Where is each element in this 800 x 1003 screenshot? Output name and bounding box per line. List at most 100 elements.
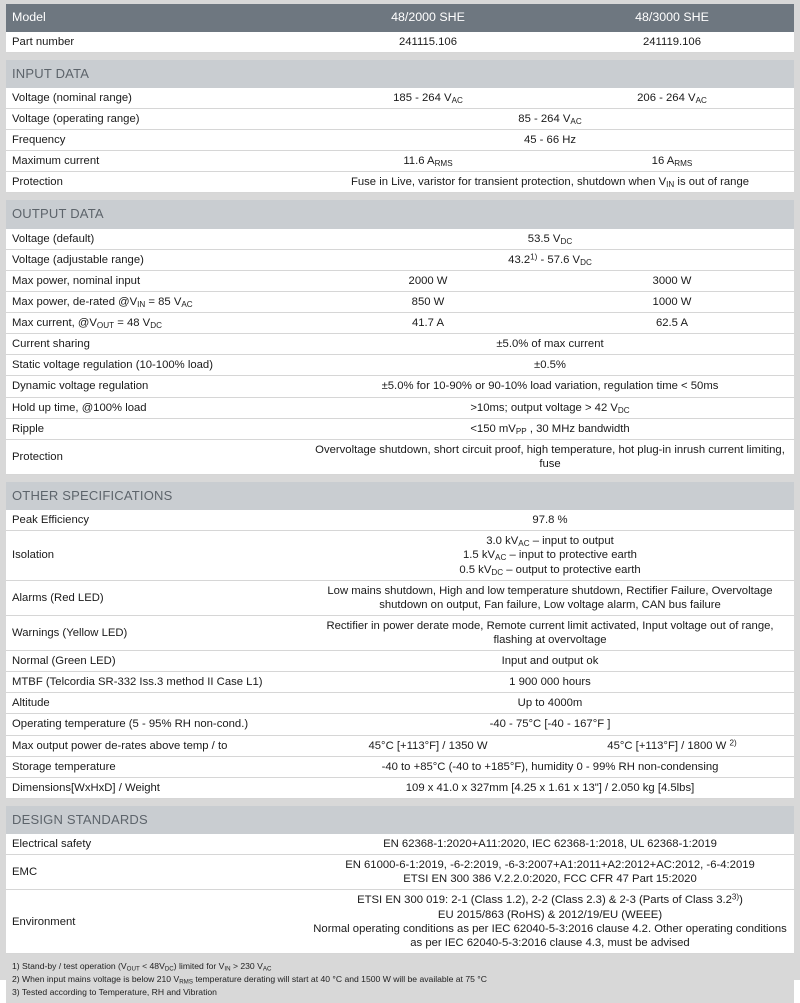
row-value-merged: ETSI EN 300 019: 2-1 (Class 1.2), 2-2 (C… <box>306 889 794 954</box>
row-value-merged: 45 - 66 Hz <box>306 129 794 152</box>
model-header-row: Model 48/2000 SHE 48/3000 SHE <box>6 4 794 32</box>
section-spacer-cell <box>6 52 794 61</box>
section-spacer-cell <box>6 192 794 201</box>
table-row: Peak Efficiency 97.8 % <box>6 509 794 532</box>
row-value-column-a: 11.6 ARMS <box>306 150 550 173</box>
table-row: Max output power de-rates above temp / t… <box>6 734 794 757</box>
row-value-column-b: 1000 W <box>550 290 794 314</box>
table-row: Protection Fuse in Live, varistor for tra… <box>6 171 794 194</box>
row-label: Max power, de-rated @VIN = 85 VAC <box>6 290 306 314</box>
row-label: Normal (Green LED) <box>6 650 306 673</box>
table-row: Dynamic voltage regulation ±5.0% for 10-9… <box>6 375 794 398</box>
table-row: Environment ETSI EN 300 019: 2-1 (Class 1… <box>6 889 794 954</box>
row-value-column-a: 241115.106 <box>306 30 550 53</box>
row-value-column-a: 185 - 264 VAC <box>306 86 550 109</box>
row-value-merged: EN 61000-6-1:2019, -6-2:2019, -6-3:2007+… <box>306 854 794 891</box>
row-label: Ripple <box>6 417 306 440</box>
row-value-merged: 1 900 000 hours <box>306 671 794 694</box>
row-label: Voltage (operating range) <box>6 107 306 131</box>
model-header-column-a: 48/2000 SHE <box>306 4 550 32</box>
row-value-column-a: 41.7 A <box>306 312 550 335</box>
table-row: Altitude Up to 4000m <box>6 692 794 715</box>
row-value-merged: ±0.5% <box>306 354 794 377</box>
row-label: Electrical safety <box>6 833 306 856</box>
footnotes-block: 1) Stand-by / test operation (VOUT < 48V… <box>6 953 794 1003</box>
model-header-column-b: 48/3000 SHE <box>550 4 794 32</box>
row-label: Max power, nominal input <box>6 269 306 292</box>
row-value-merged: 109 x 41.0 x 327mm [4.25 x 1.61 x 13"] /… <box>306 776 794 799</box>
table-row: Frequency 45 - 66 Hz <box>6 129 794 152</box>
specification-table: Model 48/2000 SHE 48/3000 SHE Part number 24… <box>6 4 794 954</box>
section-header-label: OUTPUT DATA <box>6 200 794 229</box>
table-row: Storage temperature -40 to +85°C (-40 to … <box>6 755 794 778</box>
row-label: Max output power de-rates above temp / t… <box>6 734 306 757</box>
section-header-label: OTHER SPECIFICATIONS <box>6 481 794 511</box>
row-label: Dynamic voltage regulation <box>6 375 306 398</box>
row-value-merged: ±5.0% for 10-90% or 90-10% load variatio… <box>306 375 794 398</box>
row-label: Static voltage regulation (10-100% load) <box>6 354 306 377</box>
table-row: Warnings (Yellow LED) Rectifier in power … <box>6 614 794 652</box>
table-row: Protection Overvoltage shutdown, short ci… <box>6 438 794 475</box>
row-value-merged: Fuse in Live, varistor for transient pro… <box>306 171 794 194</box>
row-label: Isolation <box>6 530 306 581</box>
row-value-merged: Low mains shutdown, High and low tempera… <box>306 579 794 616</box>
row-label: Environment <box>6 889 306 954</box>
row-value-merged: Overvoltage shutdown, short circuit proo… <box>306 438 794 475</box>
row-value-merged: ±5.0% of max current <box>306 333 794 356</box>
row-label: Warnings (Yellow LED) <box>6 614 306 652</box>
row-value-column-b: 241119.106 <box>550 30 794 53</box>
row-value-column-b: 16 ARMS <box>550 150 794 173</box>
row-label: Part number <box>6 30 306 53</box>
table-row: Max power, nominal input 2000 W 3000 W <box>6 269 794 292</box>
row-label: Hold up time, @100% load <box>6 396 306 419</box>
row-value-column-b: 3000 W <box>550 269 794 292</box>
section-header-row: OUTPUT DATA <box>6 200 794 229</box>
section-header-label: INPUT DATA <box>6 59 794 88</box>
row-value-column-a: 850 W <box>306 290 550 314</box>
section-spacer-cell <box>6 474 794 483</box>
row-label: Voltage (default) <box>6 227 306 250</box>
table-row: Dimensions[WxHxD] / Weight 109 x 41.0 x 3… <box>6 776 794 799</box>
section-header-row: DESIGN STANDARDS <box>6 805 794 835</box>
specification-table-body: Model 48/2000 SHE 48/3000 SHE Part number 24… <box>6 4 794 954</box>
table-row: Voltage (operating range) 85 - 264 VAC <box>6 107 794 131</box>
footnote-item: 3) Tested according to Temperature, RH a… <box>12 986 217 997</box>
section-spacer <box>6 52 794 61</box>
table-row: Ripple <150 mVPP , 30 MHz bandwidth <box>6 417 794 440</box>
model-header-label: Model <box>6 4 306 32</box>
row-label: EMC <box>6 854 306 891</box>
row-label: Altitude <box>6 692 306 715</box>
row-label: Alarms (Red LED) <box>6 579 306 616</box>
table-row: Isolation 3.0 kVAC – input to output 1.5 k… <box>6 530 794 581</box>
table-row: Hold up time, @100% load >10ms; output vo… <box>6 396 794 419</box>
section-spacer <box>6 474 794 483</box>
table-row: Max current, @VOUT = 48 VDC 41.7 A 62.5 A <box>6 312 794 335</box>
table-row: Operating temperature (5 - 95% RH non-co… <box>6 713 794 736</box>
row-label: Maximum current <box>6 150 306 173</box>
table-row: Current sharing ±5.0% of max current <box>6 333 794 356</box>
row-label: Voltage (adjustable range) <box>6 248 306 271</box>
table-row: Alarms (Red LED) Low mains shutdown, High… <box>6 579 794 616</box>
row-value-merged: Up to 4000m <box>306 692 794 715</box>
table-row: Voltage (nominal range) 185 - 264 VAC 206 … <box>6 86 794 109</box>
row-value-column-b: 206 - 264 VAC <box>550 86 794 109</box>
table-row: Voltage (default) 53.5 VDC <box>6 227 794 250</box>
row-label: Max current, @VOUT = 48 VDC <box>6 312 306 335</box>
row-label: Storage temperature <box>6 755 306 778</box>
row-value-merged: <150 mVPP , 30 MHz bandwidth <box>306 417 794 440</box>
row-label: Current sharing <box>6 333 306 356</box>
row-label: Protection <box>6 171 306 194</box>
row-label: Frequency <box>6 129 306 152</box>
row-label: Protection <box>6 438 306 475</box>
row-value-merged: Input and output ok <box>306 650 794 673</box>
table-row: Maximum current 11.6 ARMS 16 ARMS <box>6 150 794 173</box>
row-value-merged: EN 62368-1:2020+A11:2020, IEC 62368-1:20… <box>306 833 794 856</box>
section-header-label: DESIGN STANDARDS <box>6 805 794 835</box>
table-row: Max power, de-rated @VIN = 85 VAC 850 W 10… <box>6 290 794 314</box>
section-spacer <box>6 192 794 201</box>
table-row: Part number 241115.106 241119.106 <box>6 30 794 53</box>
row-value-merged: -40 - 75°C [-40 - 167°F ] <box>306 713 794 736</box>
table-row: Electrical safety EN 62368-1:2020+A11:202… <box>6 833 794 856</box>
row-value-merged: 43.21) - 57.6 VDC <box>306 248 794 271</box>
section-header-row: INPUT DATA <box>6 59 794 88</box>
